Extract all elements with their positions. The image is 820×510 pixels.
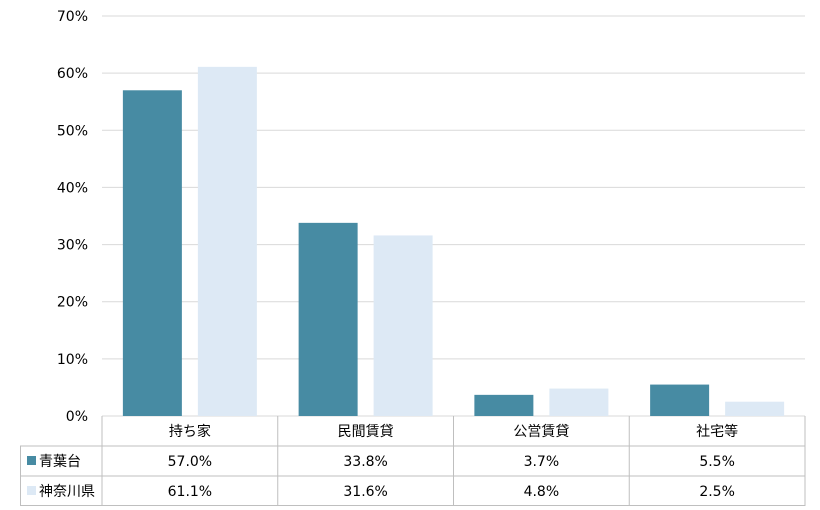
legend-swatch (27, 456, 36, 465)
y-tick-label: 20% (57, 295, 88, 311)
y-tick-label: 30% (57, 238, 88, 254)
y-tick-label: 70% (57, 9, 88, 25)
y-axis-tick-labels: 0% 10% 20% 30% 40% 50% 60% 70% (57, 9, 88, 425)
bar-series2 (725, 401, 785, 416)
y-tick-label: 40% (57, 180, 88, 196)
category-label: 民間賃貸 (338, 424, 394, 440)
bar-series1 (122, 90, 182, 417)
bar-series1 (474, 394, 534, 416)
category-label: 社宅等 (696, 423, 738, 440)
category-label: 公営賃貸 (513, 424, 569, 440)
legend-series-name: 青葉台 (39, 454, 81, 470)
bar-series2 (197, 66, 257, 416)
bar-series1 (298, 222, 358, 416)
data-label: 33.8% (343, 454, 387, 470)
data-label: 61.1% (168, 484, 212, 500)
legend-swatch (27, 486, 36, 495)
y-tick-label: 50% (57, 123, 88, 139)
category-label: 持ち家 (169, 423, 211, 440)
bars (122, 66, 785, 417)
data-label: 3.7% (524, 454, 560, 470)
y-tick-label: 10% (57, 352, 88, 368)
data-label: 57.0% (168, 454, 212, 470)
bar-series1 (650, 384, 710, 416)
legend-series-name: 神奈川県 (39, 484, 95, 500)
bar-series2 (549, 388, 609, 416)
data-label: 2.5% (699, 484, 735, 500)
data-label: 31.6% (343, 484, 387, 500)
bar-series2 (373, 235, 433, 416)
y-tick-label: 0% (66, 409, 88, 425)
data-label: 4.8% (524, 484, 560, 500)
data-label: 5.5% (699, 454, 735, 470)
y-tick-label: 60% (57, 66, 88, 82)
